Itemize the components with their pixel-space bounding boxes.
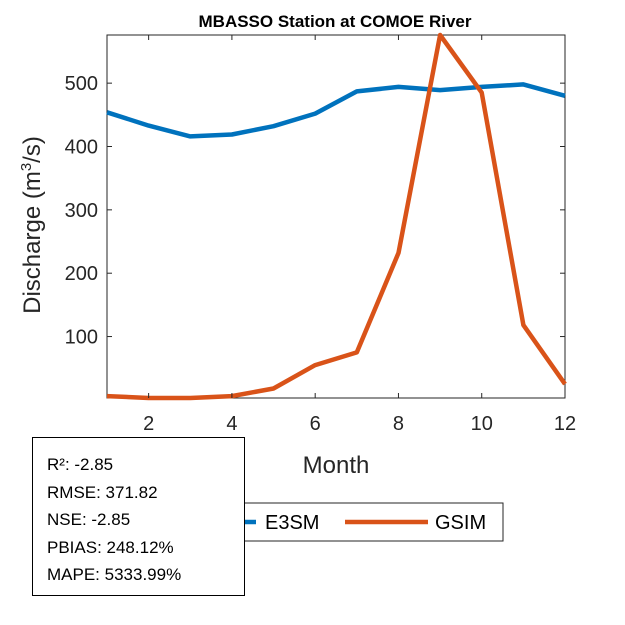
y-axis-label-unit: /s) (19, 136, 46, 163)
x-axis-label: Month (303, 452, 370, 479)
stat-pbias: PBIAS: 248.12% (47, 537, 174, 557)
y-axis-label-main: Discharge (m (19, 171, 46, 314)
y-tick-label: 400 (65, 136, 98, 158)
x-tick-label: 12 (554, 413, 576, 435)
series-line-e3sm (106, 82, 566, 139)
series-layer (106, 32, 567, 401)
stat-mape: MAPE: 5333.99% (47, 565, 182, 584)
chart-title: MBASSO Station at COMOE River (199, 12, 472, 31)
x-tick-label: 6 (310, 413, 321, 435)
y-axis-label-superscript: 3 (18, 163, 35, 171)
stat-r2: R²: -2.85 (47, 455, 114, 474)
x-tick-label: 4 (226, 413, 237, 435)
x-axis-ticks: 2 4 6 8 10 12 (143, 35, 576, 435)
axes-box (106, 34, 566, 399)
y-tick-label: 500 (65, 73, 98, 95)
plot-area: 2 4 6 8 10 12 100 200 300 400 500 (65, 32, 576, 435)
legend-label-gsim: GSIM (435, 512, 486, 534)
series-line-gsim (106, 32, 567, 401)
x-tick-label: 10 (471, 413, 493, 435)
y-tick-label: 200 (65, 263, 98, 285)
x-tick-label: 2 (143, 413, 154, 435)
legend-label-e3sm: E3SM (265, 512, 319, 534)
x-tick-label: 8 (393, 413, 404, 435)
y-tick-label: 300 (65, 200, 98, 222)
y-axis-label: Discharge (m3/s) (18, 136, 46, 314)
stat-rmse: RMSE: 371.82 (47, 482, 158, 502)
stats-textbox: R²: -2.85 RMSE: 371.82 NSE: -2.85 PBIAS:… (32, 437, 245, 596)
y-axis-ticks: 100 200 300 400 500 (65, 73, 565, 349)
stat-nse: NSE: -2.85 (47, 510, 131, 529)
y-tick-label: 100 (65, 327, 98, 349)
